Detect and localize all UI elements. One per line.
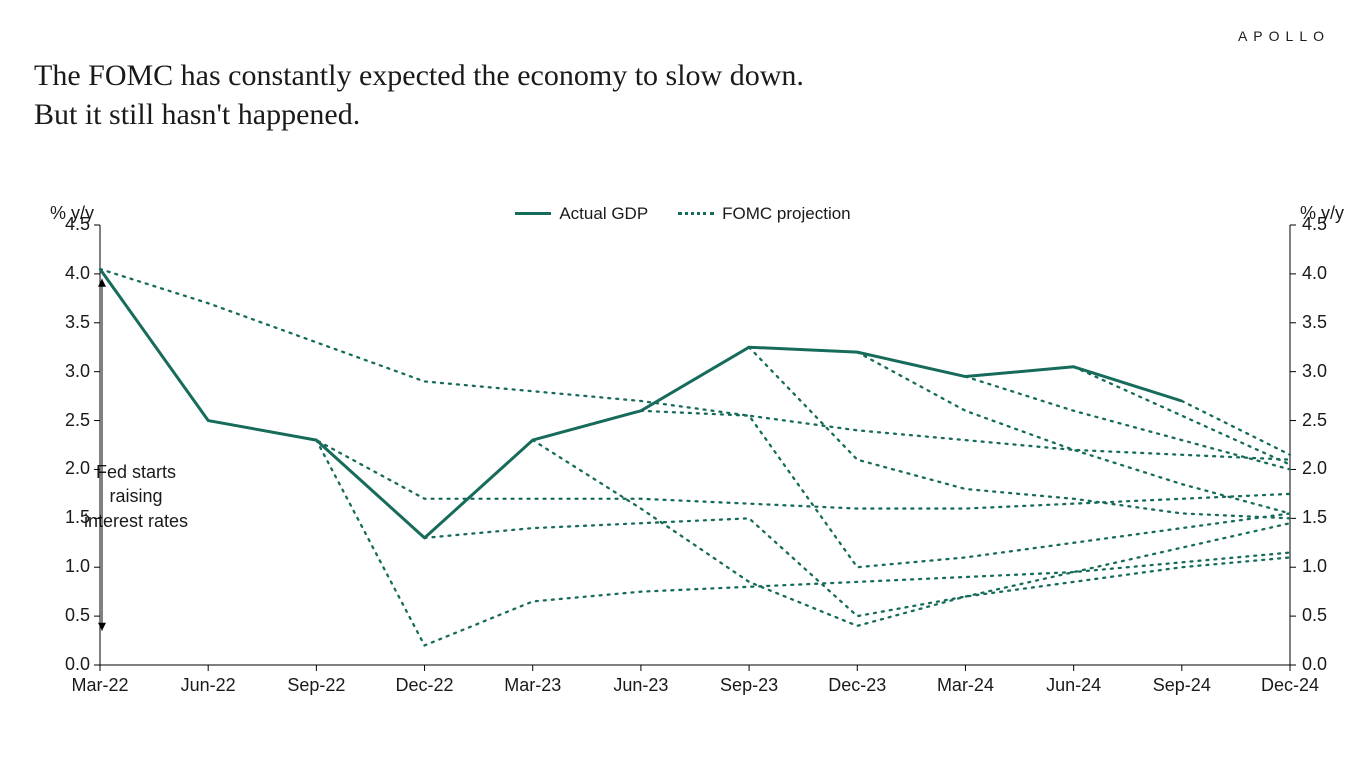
x-tick-label: Dec-23 <box>817 675 897 696</box>
y-tick-label: 4.0 <box>50 263 90 284</box>
x-tick-label: Sep-23 <box>709 675 789 696</box>
x-tick-label: Dec-24 <box>1250 675 1330 696</box>
y-tick-label: 1.5 <box>1302 507 1342 528</box>
y-tick-label: 2.5 <box>50 410 90 431</box>
y-tick-label: 2.0 <box>50 458 90 479</box>
x-tick-label: Mar-24 <box>925 675 1005 696</box>
chart-plot-area <box>0 0 1366 768</box>
x-tick-label: Sep-24 <box>1142 675 1222 696</box>
y-tick-label: 2.0 <box>1302 458 1342 479</box>
y-tick-label: 0.5 <box>1302 605 1342 626</box>
y-tick-label: 4.5 <box>50 214 90 235</box>
x-tick-label: Jun-22 <box>168 675 248 696</box>
y-tick-label: 4.5 <box>1302 214 1342 235</box>
x-tick-label: Dec-22 <box>385 675 465 696</box>
y-tick-label: 0.0 <box>50 654 90 675</box>
y-tick-label: 3.0 <box>1302 361 1342 382</box>
x-tick-label: Sep-22 <box>276 675 356 696</box>
x-tick-label: Mar-23 <box>493 675 573 696</box>
y-tick-label: 3.0 <box>50 361 90 382</box>
y-tick-label: 3.5 <box>1302 312 1342 333</box>
y-tick-label: 0.5 <box>50 605 90 626</box>
x-tick-label: Mar-22 <box>60 675 140 696</box>
y-tick-label: 1.5 <box>50 507 90 528</box>
y-tick-label: 1.0 <box>1302 556 1342 577</box>
y-tick-label: 0.0 <box>1302 654 1342 675</box>
x-tick-label: Jun-24 <box>1034 675 1114 696</box>
y-tick-label: 2.5 <box>1302 410 1342 431</box>
y-tick-label: 4.0 <box>1302 263 1342 284</box>
x-tick-label: Jun-23 <box>601 675 681 696</box>
y-tick-label: 3.5 <box>50 312 90 333</box>
y-tick-label: 1.0 <box>50 556 90 577</box>
